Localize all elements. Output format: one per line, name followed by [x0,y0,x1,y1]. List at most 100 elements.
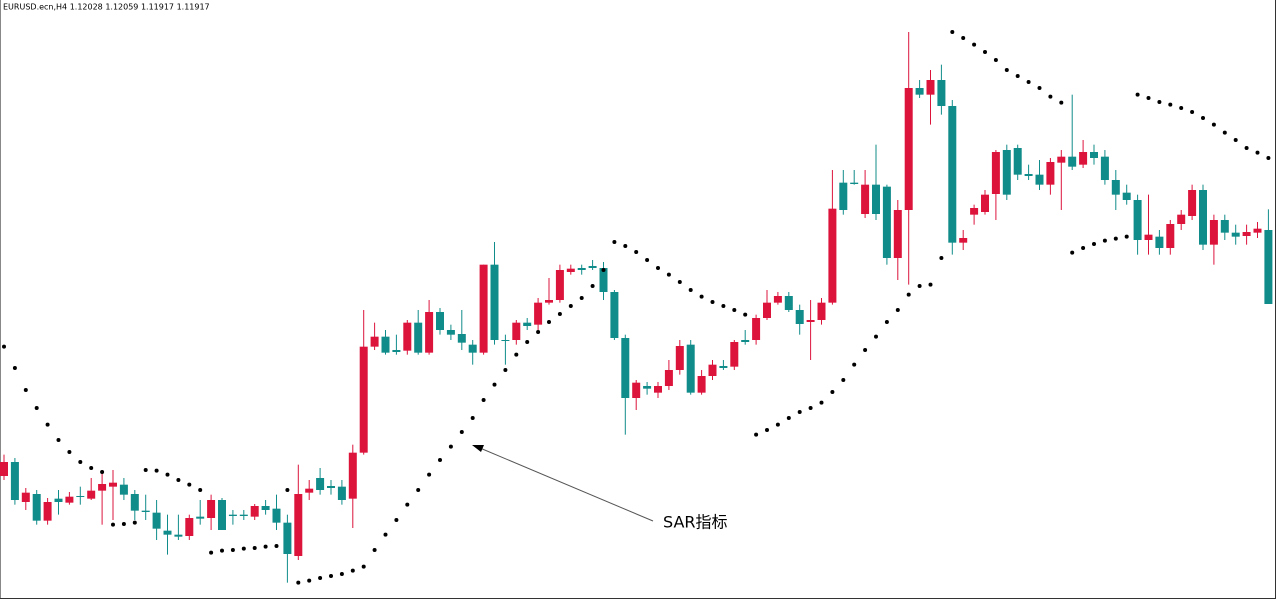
sar-dot [132,520,137,525]
candle-body [32,494,41,521]
candle-body [207,500,216,518]
sar-dot [699,294,704,299]
sar-dot [481,398,486,402]
sar-dot [12,366,17,370]
candle-body [119,484,128,495]
sar-dot [438,458,442,462]
sar-dot [1146,96,1151,100]
candle-body [773,296,782,303]
candle-body [501,340,510,341]
candle-body [1199,190,1207,245]
candle-body [1079,152,1088,165]
candle-body [708,364,717,376]
candle-body [904,88,913,210]
sar-dot [350,568,355,573]
candle-body [523,322,532,326]
candle-body [926,80,935,95]
sar-dot [285,488,290,492]
arrow-head [472,445,484,452]
candle-body [1133,200,1142,240]
sar-dot [928,282,933,287]
sar-dot [1179,106,1184,110]
sar-dot [1092,242,1096,246]
sar-dot [906,292,911,297]
candle-body [1068,156,1077,167]
candle-body [1111,180,1120,195]
sar-dot [416,488,421,492]
sar-dot [361,564,366,569]
candle-body [130,494,139,511]
candle-body [479,264,488,353]
candle-body [795,310,804,324]
candle-body [512,322,521,340]
sar-dot [568,304,573,308]
candle-body [1242,232,1251,236]
candle-body [0,462,8,476]
sar-dot [721,304,726,308]
sar-dot [917,284,922,288]
sar-dot [1201,116,1205,120]
sar-dot [1157,100,1162,104]
sar-dot [525,340,530,344]
candle-body [65,496,74,503]
sar-dot [176,478,181,482]
candle-body [850,182,859,184]
sar-dot [1102,238,1107,243]
candle-body [1231,232,1240,237]
candle-body [697,376,706,393]
symbol-header: EURUSD.ecn,H4 1.12028 1.12059 1.11917 1.… [3,3,210,12]
sar-dot [830,390,835,394]
candle-body [1035,174,1044,185]
sar-dot [732,308,737,312]
candle-body [316,478,325,490]
candle-body [970,208,979,215]
sar-dot [808,406,813,410]
sar-dot [1004,68,1009,72]
candle-body [337,486,346,500]
candle-body [686,344,695,393]
candle-body [21,492,30,502]
candle-body [784,296,793,310]
candle-body [545,300,553,303]
sar-dot [67,450,72,454]
sar-dot [972,42,977,47]
candle-body [1024,174,1033,176]
sar-dot [884,320,889,324]
sar-dot [143,468,148,472]
sar-dot [274,544,279,548]
sar-dot [318,576,323,580]
candle-body [163,530,172,535]
candle-body [817,302,826,320]
sar-dot [405,502,410,507]
sar-dot [993,58,998,62]
sar-dot [78,460,83,464]
candle-body [730,342,739,367]
annotation-arrow [479,447,654,522]
candle-body [981,194,989,212]
sar-dot [1037,86,1042,90]
sar-dot [1059,100,1064,105]
sar-dot [427,472,432,477]
sar-dot [645,258,650,262]
sar-dot [121,522,126,526]
sar-dot [775,422,780,427]
candle-body [272,508,281,523]
candle-body [348,452,357,499]
sar-dot [612,240,617,244]
plot [0,30,1273,585]
sar-dot [296,580,301,585]
candle-body [283,522,292,554]
sar-dot [514,352,519,357]
sar-dot [1026,80,1031,84]
candle-body [882,186,891,258]
sar-dot [329,574,333,578]
candle-body [414,322,423,353]
candle-body [664,370,673,386]
candle-body [948,106,957,243]
sar-dot [252,546,257,550]
sar-dot [263,544,268,549]
sar-dot [34,406,39,410]
candle-body [76,496,85,497]
candle-body [610,292,619,338]
